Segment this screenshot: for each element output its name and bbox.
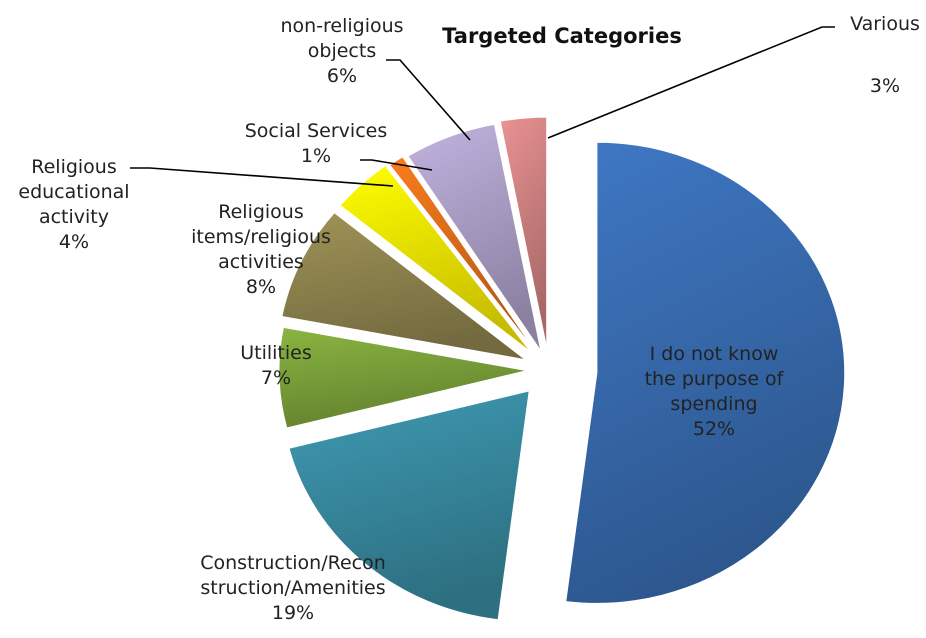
leader-line-social-services [360, 159, 433, 171]
slice-value-religious-items-religious-activities: 8% [246, 276, 276, 298]
slice-label-utilities: Utilities 7% [240, 342, 312, 389]
pie-slice-social-services [388, 156, 536, 352]
slice-label-various: Various 3% [850, 13, 920, 97]
slice-value-religious-educational-activity: 4% [59, 231, 89, 253]
pie-slice-religious-items-religious-activities [281, 212, 526, 361]
leader-line-various [547, 26, 835, 139]
leader-line-religious-educational-activity [130, 167, 394, 187]
slice-label-social-services: Social Services 1% [245, 120, 388, 167]
pie-slice-various [499, 116, 548, 348]
slice-value-construction-reconstruction-amenities: 19% [272, 602, 314, 624]
slice-label-construction-reconstruction-amenities: Construction/Recon struction/Amenities 19% [200, 552, 386, 624]
pie-slice-i-do-not-know-the-purpose-of-spending [565, 141, 846, 604]
slice-value-various: 3% [870, 75, 900, 97]
slice-value-utilities: 7% [261, 367, 291, 389]
pie-slice-non-religious-objects [407, 123, 542, 352]
slice-label-non-religious-objects: non-religious objects 6% [280, 15, 403, 87]
slice-label-religious-educational-activity: Religious educational activity 4% [18, 156, 129, 253]
leader-line-non-religious-objects [386, 59, 471, 141]
slice-value-social-services: 1% [301, 145, 331, 167]
slice-value-i-do-not-know-the-purpose-of-spending: 52% [693, 418, 735, 440]
slice-label-religious-items-religious-activities: Religious items/religious activities 8% [191, 201, 331, 298]
slice-label-i-do-not-know-the-purpose-of-spending: I do not know the purpose of spending 52% [645, 343, 785, 440]
slice-value-non-religious-objects: 6% [327, 65, 357, 87]
pie-slice-construction-reconstruction-amenities [288, 390, 530, 621]
chart-title: Targeted Categories [442, 24, 682, 48]
pie-slice-utilities [278, 326, 528, 429]
